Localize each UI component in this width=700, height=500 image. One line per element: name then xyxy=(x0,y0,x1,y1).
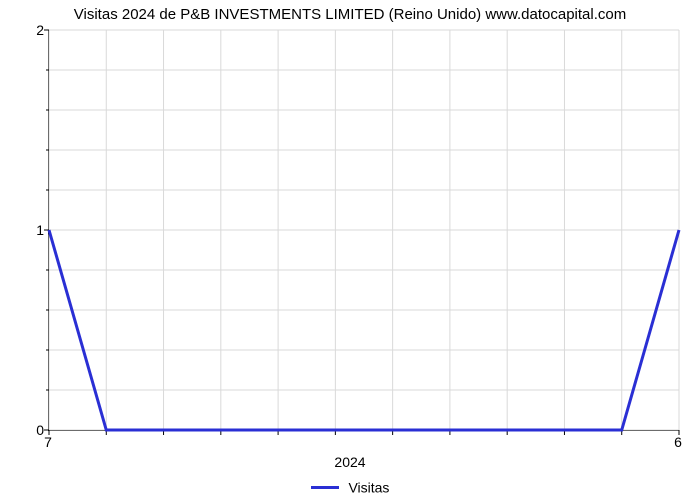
legend: Visitas xyxy=(0,478,700,495)
y-tick-label: 0 xyxy=(4,422,44,438)
x-tick-label: 7 xyxy=(44,434,52,450)
chart-container: Visitas 2024 de P&B INVESTMENTS LIMITED … xyxy=(0,0,700,500)
plot-area xyxy=(48,30,679,431)
y-tick-label: 2 xyxy=(4,22,44,38)
plot-svg xyxy=(49,30,679,430)
legend-label-visitas: Visitas xyxy=(348,479,389,495)
x-tick-label: 6 xyxy=(674,434,682,450)
legend-swatch-visitas xyxy=(311,486,339,489)
y-tick-label: 1 xyxy=(4,222,44,238)
x-axis-title: 2024 xyxy=(0,454,700,470)
chart-title: Visitas 2024 de P&B INVESTMENTS LIMITED … xyxy=(0,6,700,23)
